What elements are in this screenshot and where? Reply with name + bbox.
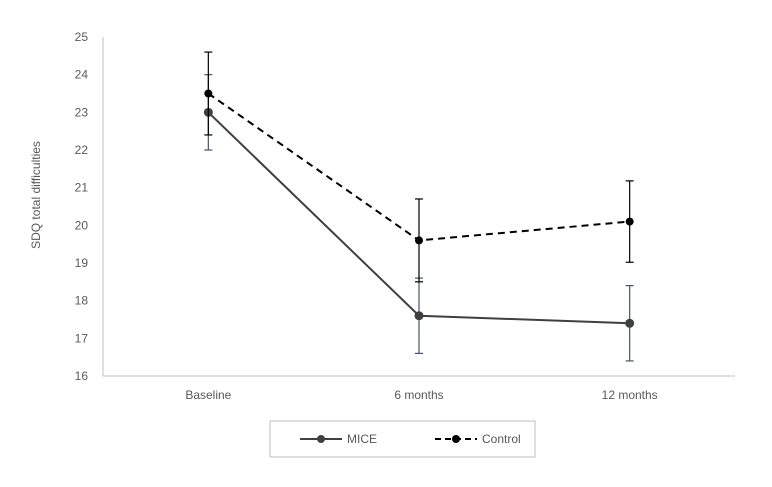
- data-point-mice: [625, 318, 635, 328]
- x-tick-label: 12 months: [602, 388, 658, 402]
- y-tick-label: 20: [75, 218, 89, 232]
- data-point-control: [625, 217, 634, 226]
- y-tick-label: 21: [75, 181, 89, 195]
- legend-label-mice: MICE: [347, 432, 377, 446]
- y-tick-label: 22: [75, 143, 89, 157]
- y-axis-label: SDQ total difficulties: [29, 141, 43, 249]
- legend-label-control: Control: [482, 432, 521, 446]
- legend-marker-control: [452, 435, 460, 443]
- data-point-mice: [414, 311, 424, 321]
- y-tick-label: 24: [75, 68, 89, 82]
- y-tick-label: 25: [75, 30, 89, 44]
- x-tick-label: Baseline: [185, 388, 231, 402]
- legend-marker-mice: [317, 435, 325, 443]
- x-tick-label: 6 months: [394, 388, 443, 402]
- data-point-control: [204, 89, 213, 98]
- data-point-control: [415, 236, 423, 245]
- y-tick-label: 18: [75, 294, 89, 308]
- legend: MICE Control: [269, 420, 536, 458]
- y-tick-label: 17: [75, 331, 89, 345]
- y-tick-label: 19: [75, 256, 89, 270]
- y-tick-label: 23: [75, 105, 89, 119]
- y-tick-label: 16: [75, 369, 89, 383]
